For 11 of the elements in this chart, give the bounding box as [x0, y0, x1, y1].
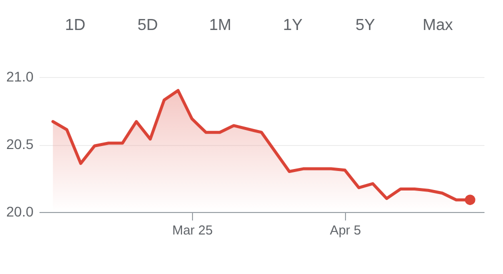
- text: 5D: [138, 17, 158, 34]
- text: 1Y: [282, 17, 303, 34]
- x-tick-label: Apr 5: [330, 222, 361, 238]
- y-tick-label: 21.0: [6, 68, 34, 84]
- text: 1M: [209, 17, 232, 34]
- text: Max: [422, 17, 453, 34]
- text: 1D: [65, 17, 86, 34]
- y-tick-label: 20.0: [6, 204, 34, 220]
- text: 5Y: [355, 17, 376, 34]
- x-tick-label: Mar 25: [172, 222, 213, 238]
- y-tick-label: 20.5: [6, 136, 34, 152]
